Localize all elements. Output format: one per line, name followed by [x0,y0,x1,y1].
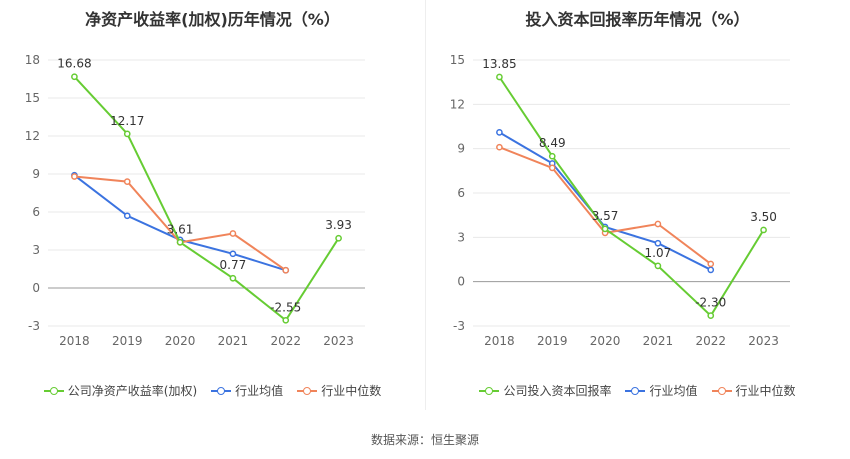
y-tick-label: 9 [457,142,465,156]
legend-marker-icon [711,386,732,396]
data-label: 3.50 [750,210,777,224]
series-line-company [498,76,765,318]
y-tick-label: 12 [25,129,40,143]
x-tick-label: 2023 [323,334,354,348]
y-tick-label: -3 [28,319,40,333]
data-point-company [548,152,556,160]
x-tick-label: 2018 [59,334,90,348]
data-point-company [282,316,290,324]
legend-marker-icon [297,386,318,396]
x-tick-label: 2020 [165,334,196,348]
data-point-median [707,260,715,268]
legend-item-avg[interactable]: 行业均值 [211,382,283,399]
data-label: 12.17 [110,114,144,128]
data-point-company [760,226,767,234]
legend-item-median[interactable]: 行业中位数 [297,382,381,399]
chart-title: 净资产收益率(加权)历年情况（%） [85,10,340,29]
data-point-median [654,220,662,228]
x-tick-label: 2023 [748,334,779,348]
roe-chart-panel: 净资产收益率(加权)历年情况（%） -3 0 3 6 9 12 15 18 2018 2019 20… [0,0,425,410]
y-tick-label: 3 [457,230,465,244]
legend-marker-icon [43,386,64,396]
data-source-note: 数据来源：恒生聚源 [370,433,479,447]
roic-chart-plot: -3 0 3 6 9 12 15 2018 2019 2020 2021 2022 2023 13.85 8… [450,53,790,348]
chart-title: 投入资本回报率历年情况（%） [525,10,750,29]
data-point-company [229,274,237,282]
data-point-company [601,225,609,233]
x-tick-label: 2021 [643,334,674,348]
data-label: 3.93 [325,218,352,232]
data-point-avg [654,239,662,247]
data-label: 3.57 [592,209,619,223]
legend-label: 行业中位数 [735,384,796,398]
y-tick-label: 0 [32,281,40,295]
data-label: -2.30 [695,296,726,310]
y-tick-label: 15 [25,91,40,105]
data-point-median [229,230,237,237]
data-label: 8.49 [539,136,566,150]
y-tick-label: 0 [457,275,465,289]
legend-item-avg[interactable]: 行业均值 [625,382,698,399]
data-point-company [496,73,503,81]
chart-legend: 公司净资产收益率(加权) 行业均值 行业中位数 [0,382,425,399]
x-tick-label: 2022 [695,334,726,348]
y-tick-label: -3 [453,319,465,333]
data-point-avg [229,250,237,258]
legend-label: 公司投入资本回报率 [503,384,612,398]
data-label: 3.61 [167,222,194,236]
legend-label: 公司净资产收益率(加权) [67,384,198,398]
data-point-median [548,164,556,172]
x-tick-label: 2021 [218,334,249,348]
series-line-company [73,76,340,322]
x-tick-label: 2020 [590,334,621,348]
data-point-company [654,262,662,270]
y-tick-label: 18 [25,53,40,67]
data-point-median [282,266,290,274]
x-tick-label: 2019 [112,334,143,348]
roe-chart-plot: -3 0 3 6 9 12 15 18 2018 2019 2020 2021 2022 2023 16.6… [25,53,365,348]
legend-marker-icon [211,386,232,396]
legend-label: 行业中位数 [321,384,382,398]
data-point-avg [496,129,503,136]
panel-divider [425,0,426,410]
data-point-company [335,234,342,242]
legend-item-company[interactable]: 公司投入资本回报率 [479,382,611,399]
y-tick-label: 6 [457,186,465,200]
y-tick-label: 12 [450,97,465,111]
data-point-avg [707,266,715,274]
legend-item-median[interactable]: 行业中位数 [711,382,796,399]
y-tick-label: 9 [32,167,40,181]
legend-label: 行业均值 [649,384,698,398]
x-tick-label: 2019 [537,334,568,348]
data-point-company [707,312,715,320]
data-point-company [71,73,78,81]
data-label: 13.85 [482,57,516,71]
data-point-company [176,238,184,246]
data-point-median [71,173,78,180]
data-point-company [123,130,131,138]
legend-marker-icon [625,386,646,396]
y-tick-label: 3 [32,243,40,257]
legend-label: 行业均值 [235,384,284,398]
series-line-avg [498,131,712,271]
roic-chart-panel: 投入资本回报率历年情况（%） -3 0 3 6 9 12 15 2018 2019 2020 202… [425,0,850,410]
y-tick-label: 15 [450,53,465,67]
data-label: -2.55 [270,300,301,314]
legend-marker-icon [479,386,500,396]
data-label: 16.68 [57,57,91,71]
series-line-median [499,146,712,265]
data-point-median [123,178,131,185]
data-point-median [496,143,503,151]
data-label: 0.77 [220,258,247,272]
data-label: 1.07 [645,246,672,260]
data-point-avg [123,212,131,220]
chart-legend: 公司投入资本回报率 行业均值 行业中位数 [425,382,850,399]
x-tick-label: 2018 [484,334,515,348]
x-tick-label: 2022 [270,334,301,348]
y-tick-label: 6 [32,205,40,219]
legend-item-company[interactable]: 公司净资产收益率(加权) [43,382,198,399]
